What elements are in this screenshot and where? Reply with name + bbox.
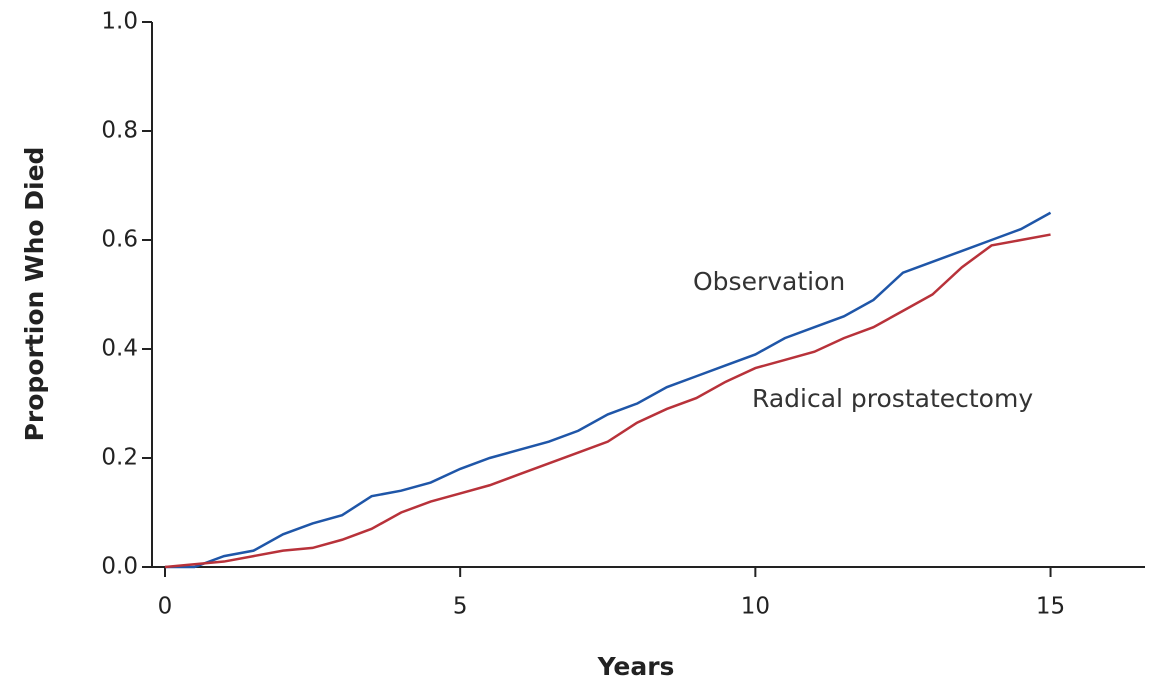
x-tick-label: 15: [1036, 594, 1065, 620]
series-label: Observation: [693, 267, 845, 296]
series-line: [164, 211, 1052, 569]
x-tick-label: 5: [453, 594, 468, 620]
y-tick-label: 1.0: [101, 9, 138, 35]
x-tick-label: 0: [158, 594, 173, 620]
y-tick-label: 0.2: [101, 445, 138, 471]
x-axis-title: Years: [597, 652, 675, 681]
y-axis-title: Proportion Who Died: [20, 147, 49, 442]
y-tick-label: 0.8: [101, 118, 138, 144]
y-tick-label: 0.4: [101, 336, 138, 362]
series-line: [164, 233, 1051, 569]
series-label: Radical prostatectomy: [752, 384, 1033, 413]
y-tick-label: 0.6: [101, 227, 138, 253]
x-tick-label: 10: [741, 594, 770, 620]
y-tick-label: 0.0: [101, 554, 138, 580]
